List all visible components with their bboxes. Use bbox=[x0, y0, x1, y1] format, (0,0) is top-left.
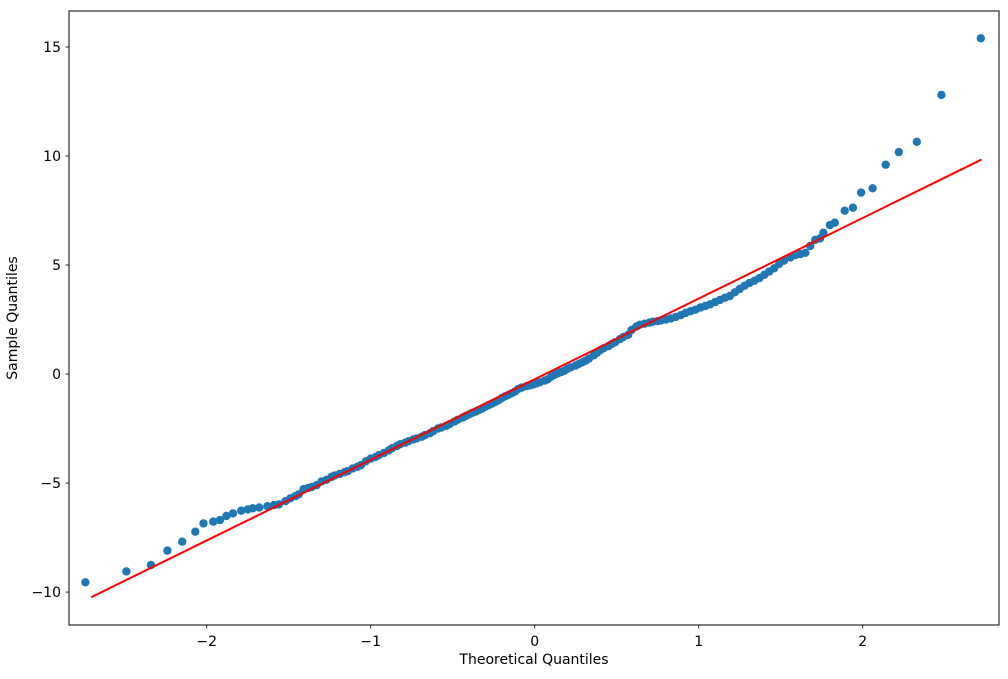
y-axis-label: Sample Quantiles bbox=[5, 256, 21, 379]
y-tick-label: −10 bbox=[31, 585, 61, 601]
data-point bbox=[222, 511, 231, 521]
x-tick-label: 2 bbox=[858, 634, 867, 650]
data-point bbox=[263, 502, 272, 511]
y-tick-label: 10 bbox=[43, 149, 61, 165]
plot-area bbox=[68, 10, 1000, 626]
y-tick-label: 15 bbox=[43, 40, 61, 56]
x-tick-label: −1 bbox=[360, 634, 381, 650]
data-point bbox=[937, 90, 946, 100]
reference-line bbox=[90, 158, 982, 598]
data-point bbox=[801, 248, 810, 257]
data-point bbox=[122, 567, 131, 576]
data-point bbox=[191, 527, 200, 536]
data-point bbox=[81, 578, 90, 587]
data-point bbox=[209, 517, 218, 526]
x-tick-label: 0 bbox=[530, 634, 539, 650]
data-point bbox=[819, 228, 828, 237]
data-point bbox=[830, 218, 839, 227]
x-tick-label: 1 bbox=[694, 634, 703, 650]
data-point bbox=[912, 137, 921, 146]
data-point bbox=[248, 504, 257, 513]
x-tick-label: −2 bbox=[196, 634, 217, 650]
data-point bbox=[255, 503, 264, 512]
data-point bbox=[237, 506, 246, 515]
data-point bbox=[840, 206, 849, 215]
data-point bbox=[976, 34, 985, 43]
y-tick-label: −5 bbox=[40, 476, 61, 492]
data-point bbox=[228, 509, 238, 518]
data-point bbox=[215, 515, 225, 525]
data-point bbox=[178, 537, 187, 546]
y-tick-label: 0 bbox=[52, 367, 61, 383]
x-axis-label: Theoretical Quantiles bbox=[458, 652, 608, 668]
data-point bbox=[894, 147, 903, 157]
data-point bbox=[868, 184, 877, 193]
data-point bbox=[199, 519, 208, 528]
data-point bbox=[856, 188, 866, 197]
y-tick-label: 5 bbox=[52, 258, 61, 274]
data-point bbox=[881, 160, 890, 169]
data-point bbox=[163, 546, 172, 555]
data-point bbox=[848, 203, 858, 212]
